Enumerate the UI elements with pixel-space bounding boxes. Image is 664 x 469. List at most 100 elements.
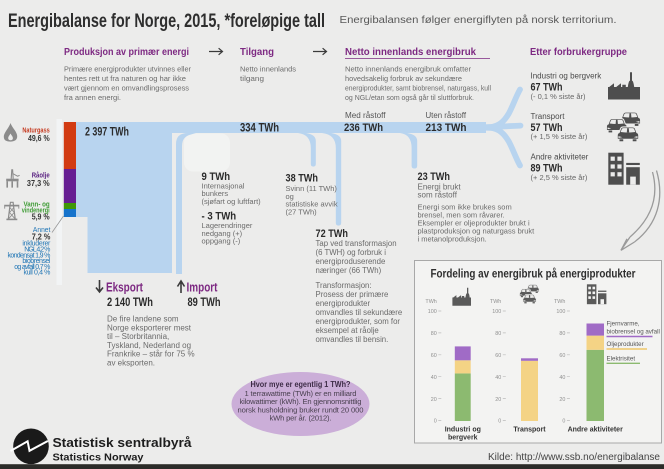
svg-text:som råstoff: som råstoff xyxy=(418,191,458,200)
svg-text:Produksjon av primær energi: Produksjon av primær energi xyxy=(64,47,189,58)
svg-text:Eksport: Eksport xyxy=(106,281,144,295)
svg-text:(+ 1,5 % siste år): (+ 1,5 % siste år) xyxy=(531,132,588,141)
svg-text:0: 0 xyxy=(498,419,501,425)
svg-text:eksempel at råolje: eksempel at råolje xyxy=(316,326,379,335)
svg-text:biobrensel: biobrensel xyxy=(22,258,50,265)
svg-text:Norge eksporterer mest: Norge eksporterer mest xyxy=(107,323,192,332)
svg-text:og avfall 0,7 %: og avfall 0,7 % xyxy=(14,264,50,271)
svg-text:80: 80 xyxy=(495,331,501,337)
svg-text:energiprodukter, samt biobrens: energiprodukter, samt biobrensel, naturg… xyxy=(345,84,491,93)
svg-text:2 140 TWh: 2 140 TWh xyxy=(107,297,153,309)
svg-text:statistiske avvik: statistiske avvik xyxy=(286,200,338,209)
svg-text:NGL 4,2 %: NGL 4,2 % xyxy=(24,247,50,254)
svg-text:60: 60 xyxy=(495,353,501,359)
svg-text:kondensat 1,9 %: kondensat 1,9 % xyxy=(8,252,51,259)
svg-text:Energibalanse for Norge, 2015,: Energibalanse for Norge, 2015, *foreløpi… xyxy=(8,11,325,32)
svg-text:Industri og bergverk: Industri og bergverk xyxy=(531,72,603,81)
svg-text:Tyskland, Nederland og: Tyskland, Nederland og xyxy=(107,341,191,350)
svg-text:vært gjennom en omvandlingspro: vært gjennom en omvandlingsprosess xyxy=(64,84,189,93)
svg-text:20: 20 xyxy=(431,397,437,403)
svg-text:hovedsakelig forbruk av sekund: hovedsakelig forbruk av sekundære xyxy=(345,74,462,83)
svg-text:0: 0 xyxy=(434,419,437,425)
svg-text:kWh per år. (2012).: kWh per år. (2012). xyxy=(270,413,332,422)
svg-text:til – Storbritannia,: til – Storbritannia, xyxy=(107,332,169,341)
svg-text:i metanolproduksjon.: i metanolproduksjon. xyxy=(418,235,487,244)
svg-text:67 TWh: 67 TWh xyxy=(531,82,563,94)
svg-text:Import: Import xyxy=(187,281,219,295)
svg-text:40: 40 xyxy=(559,375,565,381)
svg-text:80: 80 xyxy=(559,331,565,337)
svg-text:Fjernvarme,: Fjernvarme, xyxy=(607,321,640,328)
svg-text:Svinn (11 TWh): Svinn (11 TWh) xyxy=(286,184,338,193)
svg-text:236 TWh: 236 TWh xyxy=(344,122,383,134)
svg-text:bergverk: bergverk xyxy=(448,435,478,442)
svg-text:av eksporten.: av eksporten. xyxy=(107,359,155,368)
svg-text:biobrensel og avfall: biobrensel og avfall xyxy=(607,329,660,336)
svg-text:80: 80 xyxy=(431,331,437,337)
svg-text:Energibalansen følger energifl: Energibalansen følger energiflyten på no… xyxy=(340,14,617,26)
svg-text:7,2 %: 7,2 % xyxy=(32,232,51,242)
svg-text:72 TWh: 72 TWh xyxy=(316,228,349,240)
svg-text:kilowattimer (kWh). En gjennom: kilowattimer (kWh). En gjennomsnittlig xyxy=(240,397,362,406)
svg-text:213 TWh: 213 TWh xyxy=(426,122,467,134)
svg-text:Hvor mye er egentlig 1 TWh?: Hvor mye er egentlig 1 TWh? xyxy=(251,380,351,389)
svg-text:Transport: Transport xyxy=(531,112,566,121)
svg-text:23 TWh: 23 TWh xyxy=(418,171,451,183)
svg-text:Netto innenlands energibruk om: Netto innenlands energibruk omfatter xyxy=(345,65,472,74)
svg-text:60: 60 xyxy=(431,353,437,359)
svg-text:2 397 TWh: 2 397 TWh xyxy=(85,125,129,139)
svg-text:Andre aktiviteter: Andre aktiviteter xyxy=(531,153,589,162)
svg-text:Med råstoff: Med råstoff xyxy=(345,110,386,120)
svg-text:vindenergi: vindenergi xyxy=(22,206,50,215)
svg-text:Vann- og: Vann- og xyxy=(24,199,50,208)
svg-text:nedgang (+): nedgang (+) xyxy=(202,229,243,238)
svg-text:TWh: TWh xyxy=(425,299,436,305)
svg-text:Råolje: Råolje xyxy=(32,171,50,180)
svg-text:40: 40 xyxy=(495,375,501,381)
svg-text:Industri og: Industri og xyxy=(445,427,481,434)
svg-text:Netto innenlands: Netto innenlands xyxy=(240,65,296,74)
svg-text:brensel, men som råvarer.: brensel, men som råvarer. xyxy=(418,211,505,220)
svg-text:60: 60 xyxy=(559,353,565,359)
svg-text:energiproduserende: energiproduserende xyxy=(316,257,386,266)
svg-text:Internasjonal: Internasjonal xyxy=(202,181,245,190)
svg-text:Naturgass: Naturgass xyxy=(22,126,49,135)
svg-text:100: 100 xyxy=(428,309,437,315)
svg-text:89 TWh: 89 TWh xyxy=(531,163,563,175)
svg-text:Lagerendringer: Lagerendringer xyxy=(202,221,253,230)
svg-text:Energi brukt: Energi brukt xyxy=(418,183,462,192)
svg-text:37,3 %: 37,3 % xyxy=(27,178,50,188)
svg-text:Prosess der primære: Prosess der primære xyxy=(316,290,389,299)
svg-text:(sjøfart og luftfart): (sjøfart og luftfart) xyxy=(202,197,262,206)
svg-text:tilgang: tilgang xyxy=(240,74,264,83)
svg-text:omvandles til sekundære: omvandles til sekundære xyxy=(316,308,403,317)
svg-text:Primære energiprodukter utvinn: Primære energiprodukter utvinnes eller xyxy=(64,65,191,74)
svg-text:norsk husholdning bruker rundt: norsk husholdning bruker rundt 20 000 xyxy=(238,405,364,414)
svg-text:(27 TWh): (27 TWh) xyxy=(286,207,318,216)
svg-text:hentes rett ut fra naturen og: hentes rett ut fra naturen og har ikke xyxy=(64,74,186,83)
svg-text:Frankrike – står for 75 %: Frankrike – står for 75 % xyxy=(107,350,195,359)
svg-text:57 TWh: 57 TWh xyxy=(531,122,563,134)
svg-text:energiprodukter: energiprodukter xyxy=(316,299,371,308)
svg-text:(+ 2,5 % siste år): (+ 2,5 % siste år) xyxy=(531,173,588,182)
svg-text:energiprodukter, som for: energiprodukter, som for xyxy=(316,317,401,326)
svg-text:omvandles til bensin.: omvandles til bensin. xyxy=(316,335,389,344)
svg-text:Uten råstoff: Uten råstoff xyxy=(426,110,467,120)
svg-text:20: 20 xyxy=(495,397,501,403)
svg-text:100: 100 xyxy=(556,309,565,315)
svg-text:Energi som ikke brukes som: Energi som ikke brukes som xyxy=(418,203,512,212)
svg-text:Oljeprodukter: Oljeprodukter xyxy=(607,341,644,348)
svg-text:TWh: TWh xyxy=(554,299,565,305)
svg-text:49,6 %: 49,6 % xyxy=(28,133,50,143)
svg-text:og: og xyxy=(286,192,294,201)
svg-text:(6 TWH) og forbruk i: (6 TWH) og forbruk i xyxy=(316,248,387,257)
svg-text:Kilde: http://www.ssb.no/energ: Kilde: http://www.ssb.no/energibalanse xyxy=(488,452,660,463)
svg-text:oppgang (-): oppgang (-) xyxy=(202,237,241,246)
svg-text:næringer (66 TWh): næringer (66 TWh) xyxy=(316,266,382,275)
svg-text:Andre aktiviteter: Andre aktiviteter xyxy=(568,427,624,434)
svg-text:89 TWh: 89 TWh xyxy=(188,297,221,309)
svg-text:bunkers: bunkers xyxy=(202,189,229,198)
svg-text:Transport: Transport xyxy=(513,427,546,434)
svg-text:Elektrisitet: Elektrisitet xyxy=(607,356,636,363)
svg-text:inkluderer: inkluderer xyxy=(22,241,51,248)
